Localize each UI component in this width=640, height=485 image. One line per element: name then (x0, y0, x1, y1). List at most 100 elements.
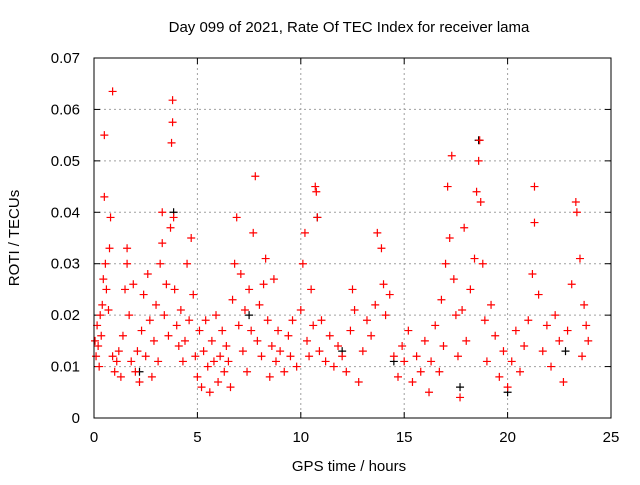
data-point-red (381, 311, 390, 320)
data-point-red (524, 316, 533, 325)
x-tick-label: 0 (90, 429, 98, 446)
data-point-red (216, 352, 225, 361)
data-point-red (259, 280, 268, 289)
y-tick-label: 0.07 (51, 50, 80, 67)
grid (93, 57, 612, 419)
data-point-red (245, 285, 254, 294)
x-tick-label: 10 (292, 429, 309, 446)
data-point-red (362, 316, 371, 325)
data-point-red (143, 270, 152, 278)
x-tick-label: 15 (396, 429, 413, 446)
data-point-red (269, 275, 278, 284)
data-point-red (284, 331, 293, 340)
data-point-red (236, 270, 245, 278)
data-point-red (312, 187, 321, 196)
data-point-red (379, 280, 388, 289)
data-point-red (102, 285, 111, 294)
data-point-red (475, 136, 484, 145)
x-axis-label: GPS time / hours (292, 458, 406, 475)
data-point-red (470, 254, 479, 263)
data-point-red (105, 244, 114, 253)
data-point-red (228, 295, 237, 304)
data-point-red (371, 300, 380, 309)
data-point-red (191, 352, 200, 361)
data-point-red (572, 208, 581, 217)
data-point-red (195, 326, 204, 335)
data-point-red (106, 213, 115, 222)
data-point-red (547, 362, 556, 371)
data-point-red (584, 336, 593, 345)
data-point-red (243, 367, 252, 376)
data-point-red (354, 378, 363, 386)
data-point-red (147, 372, 156, 381)
data-point-red (207, 336, 216, 345)
y-tick-label: 0.01 (51, 359, 80, 376)
data-point-red (437, 295, 446, 304)
data-point-red (309, 321, 318, 330)
data-point-red (158, 239, 167, 248)
data-point-red (462, 336, 471, 345)
data-point-red (152, 300, 161, 309)
data-point-red (542, 321, 551, 330)
data-point-red (346, 326, 355, 335)
data-point-red (321, 357, 330, 366)
data-point-red (334, 342, 343, 350)
data-point-red (123, 244, 132, 253)
data-point-red (94, 342, 103, 350)
data-point-red (377, 244, 386, 253)
data-point-red (139, 290, 148, 299)
data-point-red (222, 342, 231, 350)
data-point-red (534, 290, 543, 299)
data-point-red (427, 357, 436, 366)
data-point-red (249, 228, 258, 237)
data-point-red (342, 367, 351, 376)
data-point-red (189, 290, 198, 299)
data-point-red (125, 311, 134, 320)
data-point-red (108, 87, 117, 96)
data-point-red (118, 331, 127, 340)
data-point-red (300, 228, 309, 237)
y-tick-label: 0.06 (51, 101, 80, 118)
data-point-red (458, 306, 467, 314)
data-point-red (169, 213, 178, 222)
data-point-red (288, 316, 297, 325)
data-point-red (166, 223, 175, 232)
data-point-red (234, 321, 243, 330)
data-point-red (97, 331, 106, 340)
data-point-red (460, 223, 469, 232)
data-point-red (167, 138, 176, 147)
data-point-red (507, 357, 516, 366)
data-point-red (170, 285, 179, 294)
data-point-red (112, 357, 121, 366)
data-point-red (224, 357, 233, 366)
data-point-red (141, 352, 150, 361)
plot-frame (93, 57, 612, 419)
y-axis-label: ROTI / TECUs (6, 190, 23, 286)
data-point-red (162, 280, 171, 289)
data-point-red (305, 352, 314, 361)
data-point-red (487, 300, 496, 309)
data-point-red (578, 352, 587, 361)
data-point-red (425, 388, 434, 397)
data-point-red (404, 326, 413, 335)
data-point-red (482, 357, 491, 366)
data-point-red (286, 352, 295, 361)
data-point-red (218, 326, 227, 335)
data-point-red (443, 182, 452, 191)
data-point-red (478, 259, 487, 268)
data-point-red (420, 336, 429, 345)
data-point-red (247, 326, 256, 335)
data-point-red (116, 372, 125, 381)
data-point-red (131, 367, 140, 376)
data-point-red (257, 352, 266, 361)
data-point-red (563, 326, 572, 335)
data-point-red (441, 259, 450, 268)
data-point-red (212, 311, 221, 320)
data-point-red (325, 331, 334, 340)
data-point-red (338, 352, 347, 361)
data-point-red (205, 388, 214, 397)
data-point-red (435, 367, 444, 376)
data-point-red (530, 182, 539, 191)
data-point-red (398, 342, 407, 350)
